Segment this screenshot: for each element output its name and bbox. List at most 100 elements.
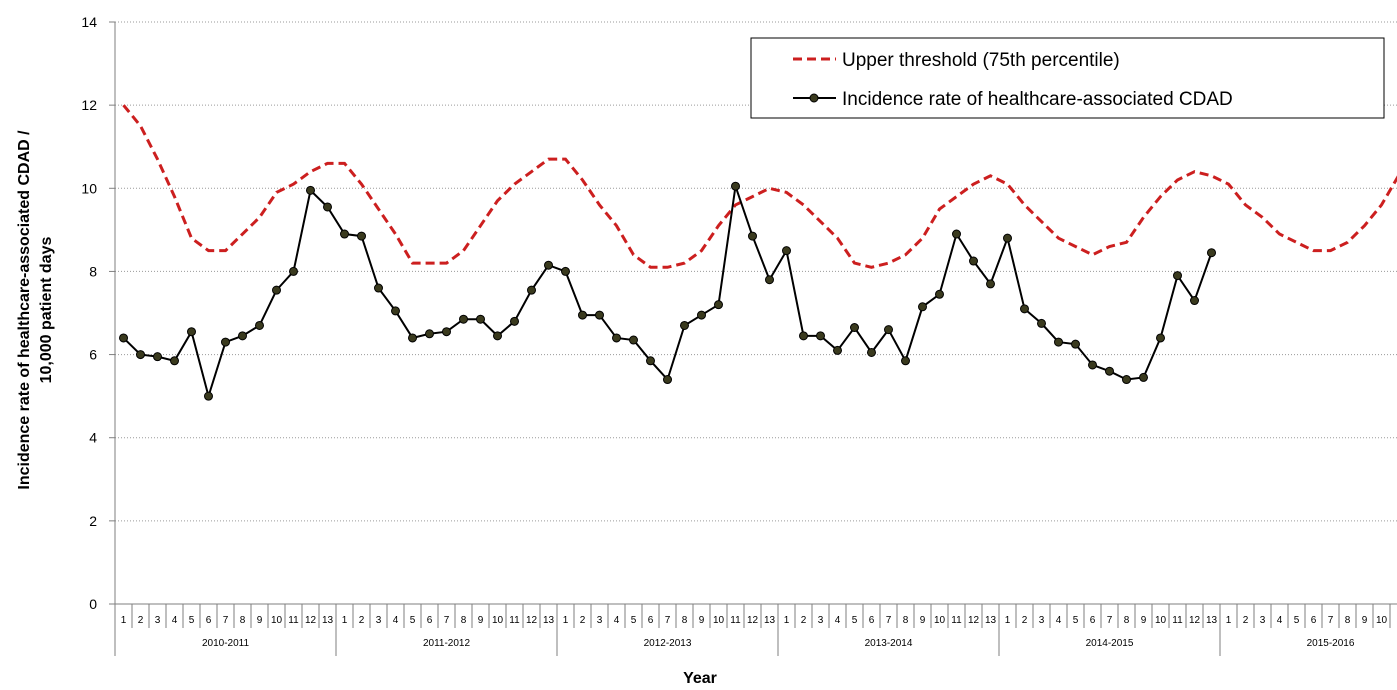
y-axis-title-line-1: Incidence rate of healthcare-associated …: [16, 130, 33, 490]
incidence-rate-point: [255, 320, 264, 330]
incidence-rate-point: [442, 327, 451, 337]
legend-rate-marker: [809, 93, 819, 103]
incidence-rate-point: [850, 323, 859, 333]
incidence-rate-point: [119, 333, 128, 343]
x-tick-label: 3: [597, 615, 603, 626]
incidence-rate-point: [170, 356, 179, 366]
incidence-rate-point: [425, 329, 434, 339]
series: [119, 104, 1397, 401]
x-tick-label: 6: [206, 615, 212, 626]
series-line-upper-threshold: [122, 104, 1397, 269]
incidence-rate-point: [459, 314, 468, 324]
incidence-rate-point: [357, 231, 366, 241]
incidence-rate-point: [136, 350, 145, 360]
x-tick-label: 10: [713, 615, 725, 626]
incidence-rate-point: [408, 333, 417, 343]
incidence-rate-point: [680, 320, 689, 330]
x-tick-label: 7: [1107, 615, 1113, 626]
x-tick-label: 4: [1277, 615, 1283, 626]
incidence-rate-point: [1122, 375, 1131, 385]
incidence-rate-point: [1071, 339, 1080, 349]
x-tick-label: 7: [665, 615, 671, 626]
x-axis-title: Year: [683, 670, 717, 687]
x-tick-label: 10: [271, 615, 283, 626]
incidence-rate-point: [697, 310, 706, 320]
y-tick-label: 6: [89, 347, 97, 363]
x-tick-label: 11: [951, 615, 962, 626]
incidence-rate-point: [799, 331, 808, 341]
y-tick-label: 0: [89, 596, 97, 612]
x-tick-label: 9: [699, 615, 705, 626]
incidence-rate-point: [323, 202, 332, 212]
x-tick-label: 8: [1124, 615, 1130, 626]
x-tick-label: 3: [818, 615, 824, 626]
x-tick-label: 9: [257, 615, 263, 626]
x-tick-label: 13: [322, 615, 334, 626]
x-tick-label: 12: [1189, 615, 1201, 626]
incidence-rate-point: [748, 231, 757, 241]
axes: [109, 21, 1397, 656]
x-tick-label: 3: [155, 615, 161, 626]
x-tick-label: 13: [985, 615, 997, 626]
incidence-rate-point: [374, 283, 383, 293]
incidence-rate-point: [782, 246, 791, 256]
year-group-label: 2012-2013: [644, 638, 692, 649]
incidence-rate-point: [833, 345, 842, 355]
x-tick-label: 13: [1206, 615, 1218, 626]
x-tick-label: 7: [444, 615, 450, 626]
incidence-rate-point: [306, 185, 315, 195]
x-tick-label: 11: [1172, 615, 1183, 626]
incidence-rate-point: [714, 300, 723, 310]
y-tick-label: 10: [81, 180, 97, 196]
x-tick-label: 10: [1376, 615, 1388, 626]
x-tick-label: 4: [614, 615, 620, 626]
x-tick-label: 3: [1260, 615, 1266, 626]
x-tick-label: 4: [172, 615, 178, 626]
incidence-rate-point: [1156, 333, 1165, 343]
legend: Upper threshold (75th percentile) Incide…: [750, 37, 1385, 119]
y-tick-label: 4: [89, 430, 97, 446]
incidence-rate-point: [221, 337, 230, 347]
incidence-rate-point: [612, 333, 621, 343]
incidence-rate-point: [901, 356, 910, 366]
incidence-rate-point: [1173, 271, 1182, 281]
incidence-rate-point: [204, 391, 213, 401]
x-tick-label: 2: [359, 615, 365, 626]
incidence-rate-point: [1020, 304, 1029, 314]
x-tick-label: 4: [1056, 615, 1062, 626]
x-tick-label: 5: [1294, 615, 1300, 626]
x-tick-label: 2: [138, 615, 144, 626]
x-tick-label: 10: [492, 615, 504, 626]
year-group-label: 2011-2012: [423, 638, 471, 649]
incidence-rate-point: [493, 331, 502, 341]
incidence-rate-point: [969, 256, 978, 266]
x-tick-label: 1: [342, 615, 348, 626]
x-tick-label: 2: [1243, 615, 1249, 626]
y-tick-label: 14: [81, 14, 97, 30]
x-tick-label: 6: [648, 615, 654, 626]
incidence-rate-point: [1037, 318, 1046, 328]
incidence-rate-point: [510, 316, 519, 326]
incidence-rate-point: [867, 347, 876, 357]
incidence-rate-point: [238, 331, 247, 341]
x-tick-label: 2: [801, 615, 807, 626]
x-tick-label: 7: [886, 615, 892, 626]
year-group-label: 2014-2015: [1086, 638, 1134, 649]
incidence-rate-point: [544, 260, 553, 270]
y-tick-label: 2: [89, 513, 97, 529]
x-tick-label: 11: [730, 615, 741, 626]
year-group-labels: 2010-2011 2011-2012 2012-2013 2013-2014 2014…: [202, 638, 1355, 649]
incidence-rate-point: [476, 314, 485, 324]
x-tick-label: 11: [509, 615, 520, 626]
x-tick-label: 5: [631, 615, 637, 626]
incidence-rate-point: [1088, 360, 1097, 370]
series-line-incidence-rate: [122, 185, 1213, 400]
x-tick-label: 12: [968, 615, 980, 626]
x-tick-label: 1: [1226, 615, 1232, 626]
incidence-rate-point: [918, 302, 927, 312]
x-tick-label: 9: [478, 615, 484, 626]
x-tick-label: 1: [1005, 615, 1011, 626]
incidence-rate-point: [816, 331, 825, 341]
incidence-rate-point: [578, 310, 587, 320]
x-tick-label: 7: [223, 615, 229, 626]
